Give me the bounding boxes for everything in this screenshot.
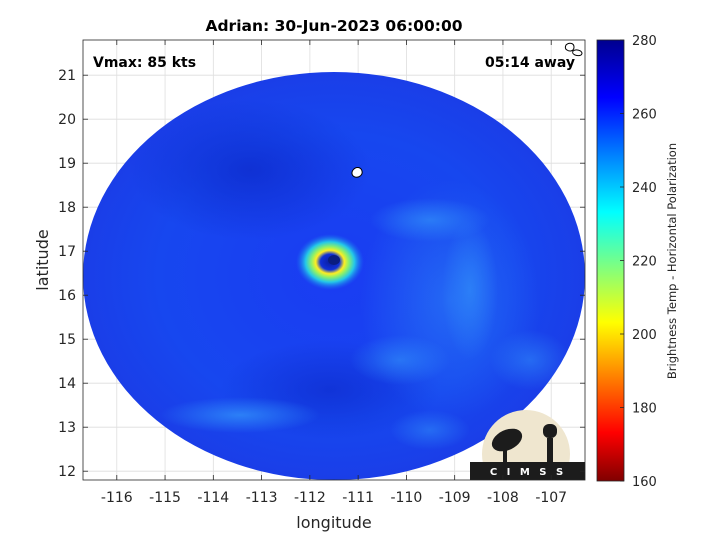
island-outline xyxy=(564,42,575,52)
colorbar-gradient xyxy=(596,39,625,482)
tower-legs-icon xyxy=(547,438,553,464)
y-tick-label: 18 xyxy=(58,200,76,216)
rainband xyxy=(160,397,320,433)
rainband xyxy=(350,335,450,385)
x-axis: -116 -115 -114 -113 -112 -111 -110 -109 -108 -107 xyxy=(101,40,567,506)
x-tick-label: -113 xyxy=(246,490,278,506)
colorbar-tick-label: 180 xyxy=(632,402,657,417)
y-axis-label: latitude xyxy=(33,229,52,290)
x-tick-label: -111 xyxy=(342,490,374,506)
y-tick-label: 16 xyxy=(58,288,76,304)
logo-banner xyxy=(470,462,585,480)
water-tower-icon xyxy=(543,424,557,438)
rainband xyxy=(390,410,470,450)
x-tick-label: -114 xyxy=(197,490,229,506)
colorbar-tick-label: 220 xyxy=(632,255,657,270)
y-tick-label: 19 xyxy=(58,156,76,172)
chart-title: Adrian: 30-Jun-2023 06:00:00 xyxy=(205,17,462,35)
x-tick-label: -116 xyxy=(101,490,133,506)
y-tick-label: 14 xyxy=(58,376,76,392)
colorbar: 160 180 200 220 240 260 280 Brightness Temp - … xyxy=(596,34,679,490)
logo-text: C I M S S xyxy=(490,467,566,478)
time-away-label: 05:14 away xyxy=(485,55,575,71)
vmax-label: Vmax: 85 kts xyxy=(93,55,196,71)
brightness-temperature-swath xyxy=(83,72,585,480)
dish-mount-icon xyxy=(503,445,507,463)
y-axis: 12 13 14 15 16 17 18 19 20 21 xyxy=(58,68,585,480)
rainband xyxy=(490,330,570,390)
island-outline xyxy=(572,49,583,57)
dark-region xyxy=(130,100,370,240)
logo-disk xyxy=(482,410,570,480)
y-tick-label: 17 xyxy=(58,244,76,260)
colorbar-tick-label: 280 xyxy=(632,34,657,49)
x-axis-label: longitude xyxy=(296,513,371,532)
satellite-dish-icon xyxy=(491,428,523,452)
y-tick-label: 15 xyxy=(58,332,76,348)
y-tick-label: 21 xyxy=(58,68,76,84)
colorbar-tick-label: 160 xyxy=(632,475,657,490)
colorbar-label: Brightness Temp - Horizontal Polarizatio… xyxy=(665,143,679,379)
y-tick-label: 20 xyxy=(58,112,76,128)
rainband xyxy=(442,220,498,360)
x-tick-label: -110 xyxy=(391,490,423,506)
colorbar-tick-label: 240 xyxy=(632,181,657,196)
colorbar-tick-label: 260 xyxy=(632,108,657,123)
x-tick-label: -109 xyxy=(439,490,471,506)
x-tick-label: -112 xyxy=(294,490,326,506)
axes-frame xyxy=(82,39,586,481)
x-tick-label: -115 xyxy=(149,490,181,506)
storm-eye xyxy=(328,255,340,265)
x-tick-label: -107 xyxy=(535,490,567,506)
colorbar-tick-label: 200 xyxy=(632,328,657,343)
island-outline xyxy=(351,167,363,178)
cimss-logo: C I M S S xyxy=(470,410,585,480)
y-tick-label: 13 xyxy=(58,420,76,436)
x-tick-label: -108 xyxy=(487,490,519,506)
y-tick-label: 12 xyxy=(58,464,76,480)
colorbar-ticks: 160 180 200 220 240 260 280 xyxy=(620,34,657,490)
